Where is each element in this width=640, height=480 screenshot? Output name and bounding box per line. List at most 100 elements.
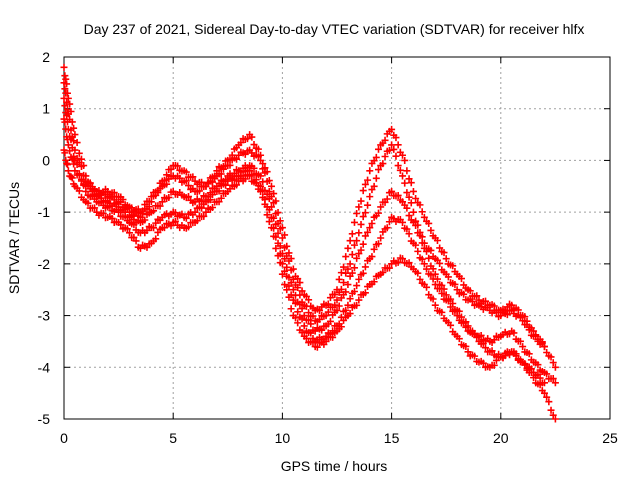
data-point-interp bbox=[350, 287, 358, 295]
data-point-interp bbox=[204, 180, 212, 188]
data-point-interp bbox=[364, 228, 372, 236]
y-tick-label: -3 bbox=[38, 308, 51, 324]
data-point bbox=[267, 213, 275, 221]
data-point bbox=[508, 301, 516, 309]
data-point bbox=[388, 125, 396, 133]
data-point-interp bbox=[549, 411, 557, 419]
data-point-interp bbox=[385, 218, 393, 226]
data-point-interp bbox=[449, 262, 457, 270]
data-point-interp bbox=[521, 313, 529, 321]
data-point-interp bbox=[80, 171, 88, 179]
data-point bbox=[333, 286, 341, 294]
data-point bbox=[64, 110, 72, 118]
data-point bbox=[420, 260, 428, 268]
data-point-interp bbox=[512, 350, 520, 358]
data-point-interp bbox=[523, 317, 531, 325]
data-point-interp bbox=[394, 162, 402, 170]
data-point bbox=[399, 218, 407, 226]
data-point-interp bbox=[359, 213, 367, 221]
x-tick-label: 5 bbox=[169, 430, 177, 446]
data-point-interp bbox=[130, 233, 138, 241]
data-point bbox=[267, 182, 275, 190]
data-point-interp bbox=[305, 296, 313, 304]
data-point-interp bbox=[117, 221, 125, 229]
data-point-interp bbox=[182, 177, 190, 185]
data-point bbox=[60, 94, 68, 102]
data-point-interp bbox=[405, 193, 413, 201]
data-point-interp bbox=[490, 302, 498, 310]
data-point-interp bbox=[451, 280, 459, 288]
data-point-interp bbox=[545, 398, 553, 406]
data-point-interp bbox=[263, 211, 271, 219]
data-point-interp bbox=[292, 299, 300, 307]
data-point-interp bbox=[416, 201, 424, 209]
data-point-interp bbox=[250, 164, 258, 172]
data-point-interp bbox=[440, 285, 448, 293]
data-point-interp bbox=[342, 306, 350, 314]
data-point bbox=[64, 141, 72, 149]
data-point bbox=[355, 203, 363, 211]
y-tick-label: -5 bbox=[38, 411, 51, 427]
data-point-interp bbox=[473, 333, 481, 341]
data-point bbox=[257, 187, 265, 195]
data-point bbox=[431, 301, 439, 309]
data-point-interp bbox=[165, 193, 173, 201]
data-point bbox=[257, 172, 265, 180]
data-point-interp bbox=[243, 135, 251, 143]
plot-frame bbox=[63, 56, 611, 420]
data-point-interp bbox=[121, 212, 129, 220]
data-point-interp bbox=[346, 310, 354, 318]
x-tick-label: 15 bbox=[384, 430, 400, 446]
data-point-interp bbox=[348, 251, 356, 259]
data-point bbox=[551, 363, 559, 371]
data-point-interp bbox=[488, 347, 496, 355]
data-point-interp bbox=[401, 156, 409, 164]
data-point-interp bbox=[62, 89, 70, 97]
data-point-interp bbox=[527, 368, 535, 376]
data-point-interp bbox=[217, 170, 225, 178]
data-point bbox=[147, 193, 155, 201]
data-point-interp bbox=[370, 245, 378, 253]
data-point-interp bbox=[305, 309, 313, 317]
data-point-interp bbox=[302, 334, 310, 342]
data-point-interp bbox=[412, 194, 420, 202]
data-point-interp bbox=[285, 293, 293, 301]
data-point-interp bbox=[353, 210, 361, 218]
data-point-interp bbox=[405, 212, 413, 220]
data-point-interp bbox=[381, 136, 389, 144]
data-point-interp bbox=[346, 237, 354, 245]
data-point-interp bbox=[160, 224, 168, 232]
data-point-interp bbox=[143, 226, 151, 234]
data-point-interp bbox=[385, 146, 393, 154]
data-point-interp bbox=[438, 281, 446, 289]
data-point-interp bbox=[364, 176, 372, 184]
data-point-interp bbox=[156, 202, 164, 210]
data-point-interp bbox=[108, 214, 116, 222]
data-point-interp bbox=[171, 209, 179, 217]
data-point-interp bbox=[538, 338, 546, 346]
data-point-interp bbox=[340, 263, 348, 271]
data-point-interp bbox=[368, 253, 376, 261]
data-point-interp bbox=[68, 133, 76, 141]
data-point-interp bbox=[316, 307, 324, 315]
data-point-interp bbox=[276, 217, 284, 225]
data-point bbox=[399, 151, 407, 159]
data-point-interp bbox=[414, 247, 422, 255]
data-point-interp bbox=[425, 219, 433, 227]
data-point-interp bbox=[514, 306, 522, 314]
data-point-interp bbox=[449, 299, 457, 307]
data-point bbox=[267, 224, 275, 232]
data-point-interp bbox=[536, 374, 544, 382]
data-point bbox=[191, 208, 199, 216]
data-point-interp bbox=[407, 179, 415, 187]
data-point bbox=[202, 208, 210, 216]
data-point-interp bbox=[401, 179, 409, 187]
data-point-interp bbox=[307, 329, 315, 337]
data-point-interp bbox=[455, 335, 463, 343]
data-point-interp bbox=[219, 162, 227, 170]
data-point-interp bbox=[318, 326, 326, 334]
data-point-interp bbox=[331, 301, 339, 309]
data-point bbox=[540, 343, 548, 351]
data-point-interp bbox=[265, 188, 273, 196]
data-point-interp bbox=[250, 141, 258, 149]
